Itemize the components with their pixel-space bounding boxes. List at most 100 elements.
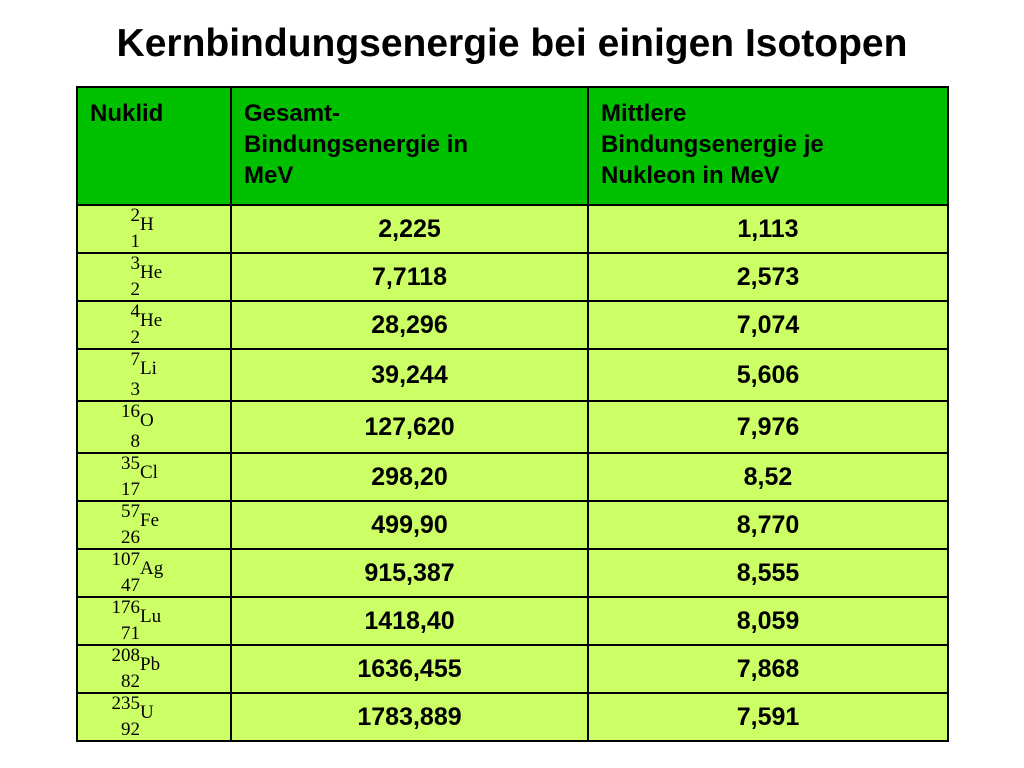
page-title: Kernbindungsenergie bei einigen Isotopen [116,22,908,65]
nuclide-cell: 208 82 Pb [76,644,232,694]
element-symbol: H [140,214,154,235]
mass-number: 235 [111,693,141,714]
mass-number: 7 [130,349,141,370]
table-row: 7 3 Li 39,244 5,606 [76,348,949,402]
header-nuklid-text: Nuklid [90,100,164,127]
table-header-row: Nuklid Gesamt- Bindungsenergie in MeV Mi… [76,86,949,206]
element-symbol: Lu [140,606,162,627]
nuclide-cell: 16 8 O [76,400,232,454]
mass-number: 57 [121,501,140,522]
table-row: 176 71 Lu 1418,40 8,059 [76,596,949,646]
header-per-nucleon: Mittlere Bindungsenergie je Nukleon in M… [587,86,949,206]
per-nucleon-cell: 7,868 [587,644,949,694]
element-symbol: Fe [140,510,159,531]
table-row: 235 92 U 1783,889 7,591 [76,692,949,742]
atomic-number: 71 [121,623,140,644]
mass-number: 3 [130,253,141,274]
header-total-line-3: MeV [244,162,294,189]
nuclide-notation: 4 2 He [78,301,163,348]
atomic-number: 92 [121,719,140,740]
nuclide-notation: 57 26 Fe [78,501,159,548]
isotope-table: Nuklid Gesamt- Bindungsenergie in MeV Mi… [76,86,949,742]
element-symbol: He [140,310,163,331]
table-row: 35 17 Cl 298,20 8,52 [76,452,949,502]
atomic-number: 2 [130,327,141,348]
header-per-nucleon-line-2: Bindungsenergie je [601,131,824,158]
total-energy-cell: 28,296 [230,300,589,350]
table-row: 57 26 Fe 499,90 8,770 [76,500,949,550]
atomic-number: 8 [130,431,141,452]
element-symbol: He [140,262,163,283]
mass-number: 176 [111,597,141,618]
total-energy-cell: 7,7118 [230,252,589,302]
total-energy-cell: 1636,455 [230,644,589,694]
element-symbol: Cl [140,462,158,483]
nuclide-cell: 3 2 He [76,252,232,302]
table-row: 4 2 He 28,296 7,074 [76,300,949,350]
nuclide-notation: 107 47 Ag [78,549,164,596]
table-row: 16 8 O 127,620 7,976 [76,400,949,454]
per-nucleon-cell: 5,606 [587,348,949,402]
total-energy-cell: 1418,40 [230,596,589,646]
table-row: 107 47 Ag 915,387 8,555 [76,548,949,598]
nuclide-cell: 35 17 Cl [76,452,232,502]
element-symbol: Pb [140,654,161,675]
per-nucleon-cell: 7,074 [587,300,949,350]
nuclide-notation: 208 82 Pb [78,645,161,692]
nuclide-cell: 4 2 He [76,300,232,350]
nuclide-cell: 107 47 Ag [76,548,232,598]
header-per-nucleon-line-3: Nukleon in MeV [601,162,780,189]
nuclide-cell: 57 26 Fe [76,500,232,550]
atomic-number: 47 [121,575,140,596]
per-nucleon-cell: 2,573 [587,252,949,302]
table-row: 208 82 Pb 1636,455 7,868 [76,644,949,694]
nuclide-notation: 235 92 U [78,693,154,740]
per-nucleon-cell: 1,113 [587,204,949,254]
atomic-number: 82 [121,671,140,692]
atomic-number: 3 [130,379,141,400]
total-energy-cell: 127,620 [230,400,589,454]
total-energy-cell: 298,20 [230,452,589,502]
nuclide-notation: 7 3 Li [78,349,157,400]
nuclide-notation: 176 71 Lu [78,597,162,644]
mass-number: 4 [130,301,141,322]
element-symbol: O [140,410,154,431]
total-energy-cell: 39,244 [230,348,589,402]
atomic-number: 1 [130,231,141,252]
per-nucleon-cell: 8,059 [587,596,949,646]
element-symbol: U [140,702,154,723]
nuclide-notation: 35 17 Cl [78,453,158,500]
mass-number: 208 [111,645,141,666]
element-symbol: Li [140,358,157,379]
nuclide-cell: 7 3 Li [76,348,232,402]
mass-number: 16 [121,401,140,422]
total-energy-cell: 2,225 [230,204,589,254]
atomic-number: 26 [121,527,140,548]
mass-number: 107 [111,549,141,570]
header-total-line-2: Bindungsenergie in [244,131,469,158]
atomic-number: 17 [121,479,140,500]
nuclide-cell: 235 92 U [76,692,232,742]
element-symbol: Ag [140,558,164,579]
atomic-number: 2 [130,279,141,300]
per-nucleon-cell: 7,976 [587,400,949,454]
total-energy-cell: 915,387 [230,548,589,598]
nuclide-notation: 16 8 O [78,401,154,452]
header-per-nucleon-line-1: Mittlere [601,100,687,127]
header-nuklid: Nuklid [76,86,232,206]
nuclide-notation: 3 2 He [78,253,163,300]
table-row: 3 2 He 7,7118 2,573 [76,252,949,302]
nuclide-cell: 176 71 Lu [76,596,232,646]
mass-number: 2 [130,205,141,226]
total-energy-cell: 1783,889 [230,692,589,742]
mass-number: 35 [121,453,140,474]
per-nucleon-cell: 7,591 [587,692,949,742]
header-total-line-1: Gesamt- [244,100,341,127]
per-nucleon-cell: 8,770 [587,500,949,550]
header-total-energy: Gesamt- Bindungsenergie in MeV [230,86,589,206]
per-nucleon-cell: 8,555 [587,548,949,598]
table-row: 2 1 H 2,225 1,113 [76,204,949,254]
per-nucleon-cell: 8,52 [587,452,949,502]
